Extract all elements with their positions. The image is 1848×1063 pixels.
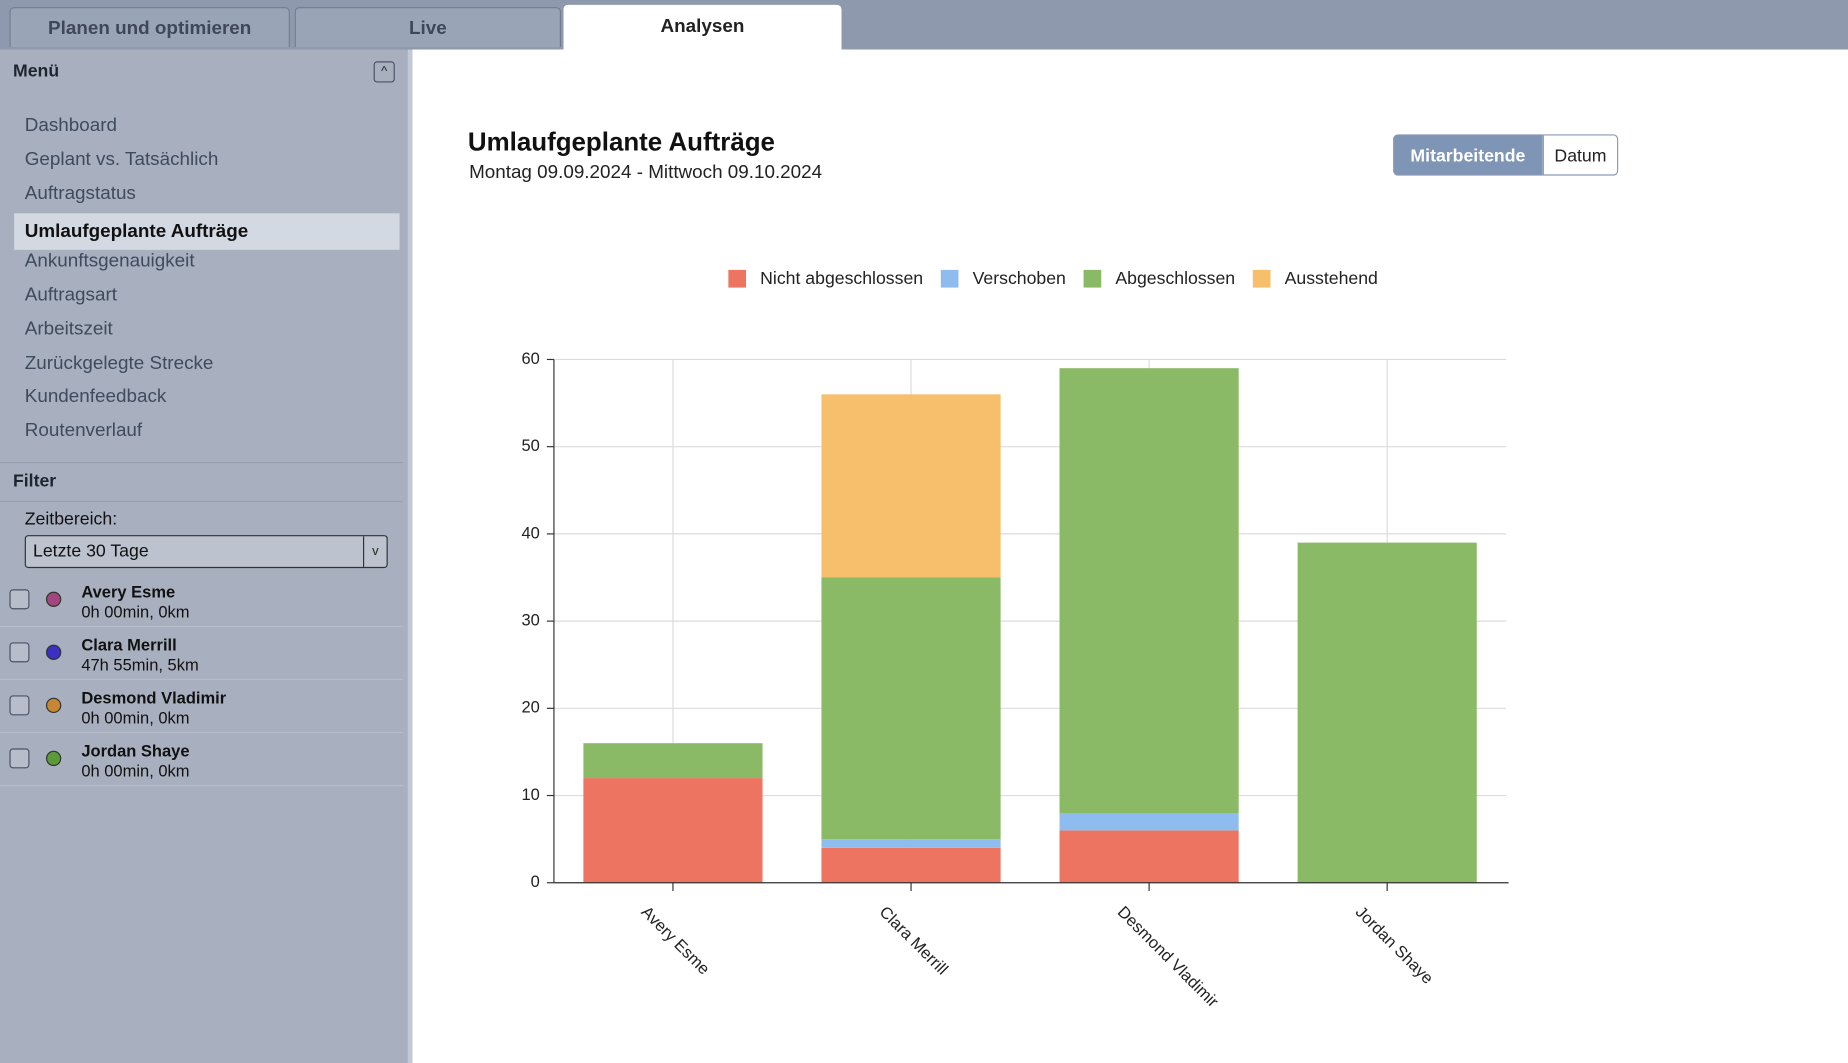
menu-title: Menü	[12, 61, 60, 82]
legend-swatch	[940, 269, 959, 288]
employee-checkbox[interactable]	[9, 642, 30, 663]
employee-name: Avery Esme	[81, 582, 176, 602]
menu-item[interactable]: Dashboard	[24, 115, 118, 136]
collapse-button[interactable]: ^	[373, 61, 395, 83]
legend-label: Nicht abgeschlossen	[760, 268, 923, 288]
tab[interactable]: Live	[294, 7, 561, 48]
employee-name: Clara Merrill	[81, 635, 177, 655]
bar-segment	[821, 394, 1001, 578]
bar-segment	[821, 847, 1001, 883]
sidebar: Menü ^ Dashboard Geplant vs. Tatsächlich A…	[0, 49, 413, 1063]
legend-label: Abgeschlossen	[1115, 268, 1235, 288]
legend-swatch	[728, 269, 747, 288]
menu-item[interactable]: Umlaufgeplante Aufträge	[14, 213, 400, 251]
x-tick-label: Clara Merrill	[876, 903, 952, 979]
chart-subtitle: Montag 09.09.2024 - Mittwoch 09.10.2024	[469, 161, 822, 182]
employee-color	[45, 644, 62, 660]
y-tick-label: 60	[521, 350, 539, 368]
separator	[0, 784, 404, 787]
menu-item[interactable]: Auftragsart	[24, 285, 117, 306]
legend-swatch	[1252, 269, 1271, 288]
bar-segment	[1059, 830, 1239, 883]
legend-swatch	[1083, 269, 1102, 288]
employee-name: Jordan Shaye	[81, 741, 190, 761]
employee-color	[45, 697, 62, 714]
x-tick-label: Desmond Vladimir	[1114, 903, 1222, 1011]
bar-segment	[821, 839, 1001, 848]
x-tick-label: Avery Esme	[638, 903, 713, 978]
bar-segment	[1297, 542, 1477, 883]
legend-label: Verschoben	[973, 268, 1066, 288]
y-tick-label: 30	[521, 611, 539, 629]
legend-label: Ausstehend	[1285, 268, 1378, 288]
filter-title: Filter	[12, 471, 57, 492]
bar-segment	[583, 778, 763, 883]
employee-color	[45, 591, 62, 607]
y-tick-label: 20	[521, 699, 539, 717]
employee-stats: 47h 55min, 5km	[81, 655, 199, 675]
separator	[0, 678, 404, 681]
employee-color	[45, 750, 62, 767]
bar-segment	[821, 577, 1001, 840]
employee-checkbox[interactable]	[9, 589, 30, 610]
bar-segment	[583, 743, 763, 779]
select-arrow[interactable]: v	[362, 536, 387, 567]
menu-item[interactable]: Zurückgelegte Strecke	[24, 353, 214, 374]
tab[interactable]: Planen und optimieren	[9, 7, 290, 48]
y-tick-label: 50	[521, 437, 539, 455]
employee-stats: 0h 00min, 0km	[81, 708, 190, 728]
range-value: Letzte 30 Tage	[32, 540, 149, 561]
toggle-button[interactable]: Datum	[1542, 134, 1619, 176]
employee-stats: 0h 00min, 0km	[81, 602, 190, 622]
employee-name: Desmond Vladimir	[81, 688, 227, 708]
separator	[0, 731, 404, 734]
y-tick-label: 0	[531, 873, 540, 891]
bar-segment	[1059, 812, 1239, 831]
menu-item[interactable]: Auftragstatus	[24, 183, 136, 204]
y-tick-label: 10	[521, 786, 539, 804]
x-tick-label: Jordan Shaye	[1352, 903, 1437, 988]
chart-title: Umlaufgeplante Aufträge	[468, 129, 775, 157]
separator	[0, 461, 404, 464]
separator	[0, 500, 404, 503]
employee-checkbox[interactable]	[9, 695, 30, 716]
toggle-button[interactable]: Mitarbeitende	[1393, 134, 1543, 176]
range-label: Zeitbereich:	[24, 509, 118, 530]
separator	[0, 625, 404, 627]
employee-stats: 0h 00min, 0km	[81, 761, 190, 781]
menu-item[interactable]: Kundenfeedback	[24, 387, 167, 408]
y-tick-label: 40	[521, 524, 539, 542]
bar-segment	[1059, 368, 1239, 813]
tab[interactable]: Analysen	[563, 4, 842, 50]
menu-item[interactable]: Routenverlauf	[24, 420, 143, 442]
menu-item[interactable]: Geplant vs. Tatsächlich	[24, 149, 219, 170]
menu-item[interactable]: Arbeitszeit	[24, 319, 113, 340]
range-select[interactable]: Letzte 30 Tage v	[24, 535, 388, 569]
employee-checkbox[interactable]	[9, 748, 30, 769]
menu-item[interactable]: Ankunftsgenauigkeit	[24, 251, 195, 272]
